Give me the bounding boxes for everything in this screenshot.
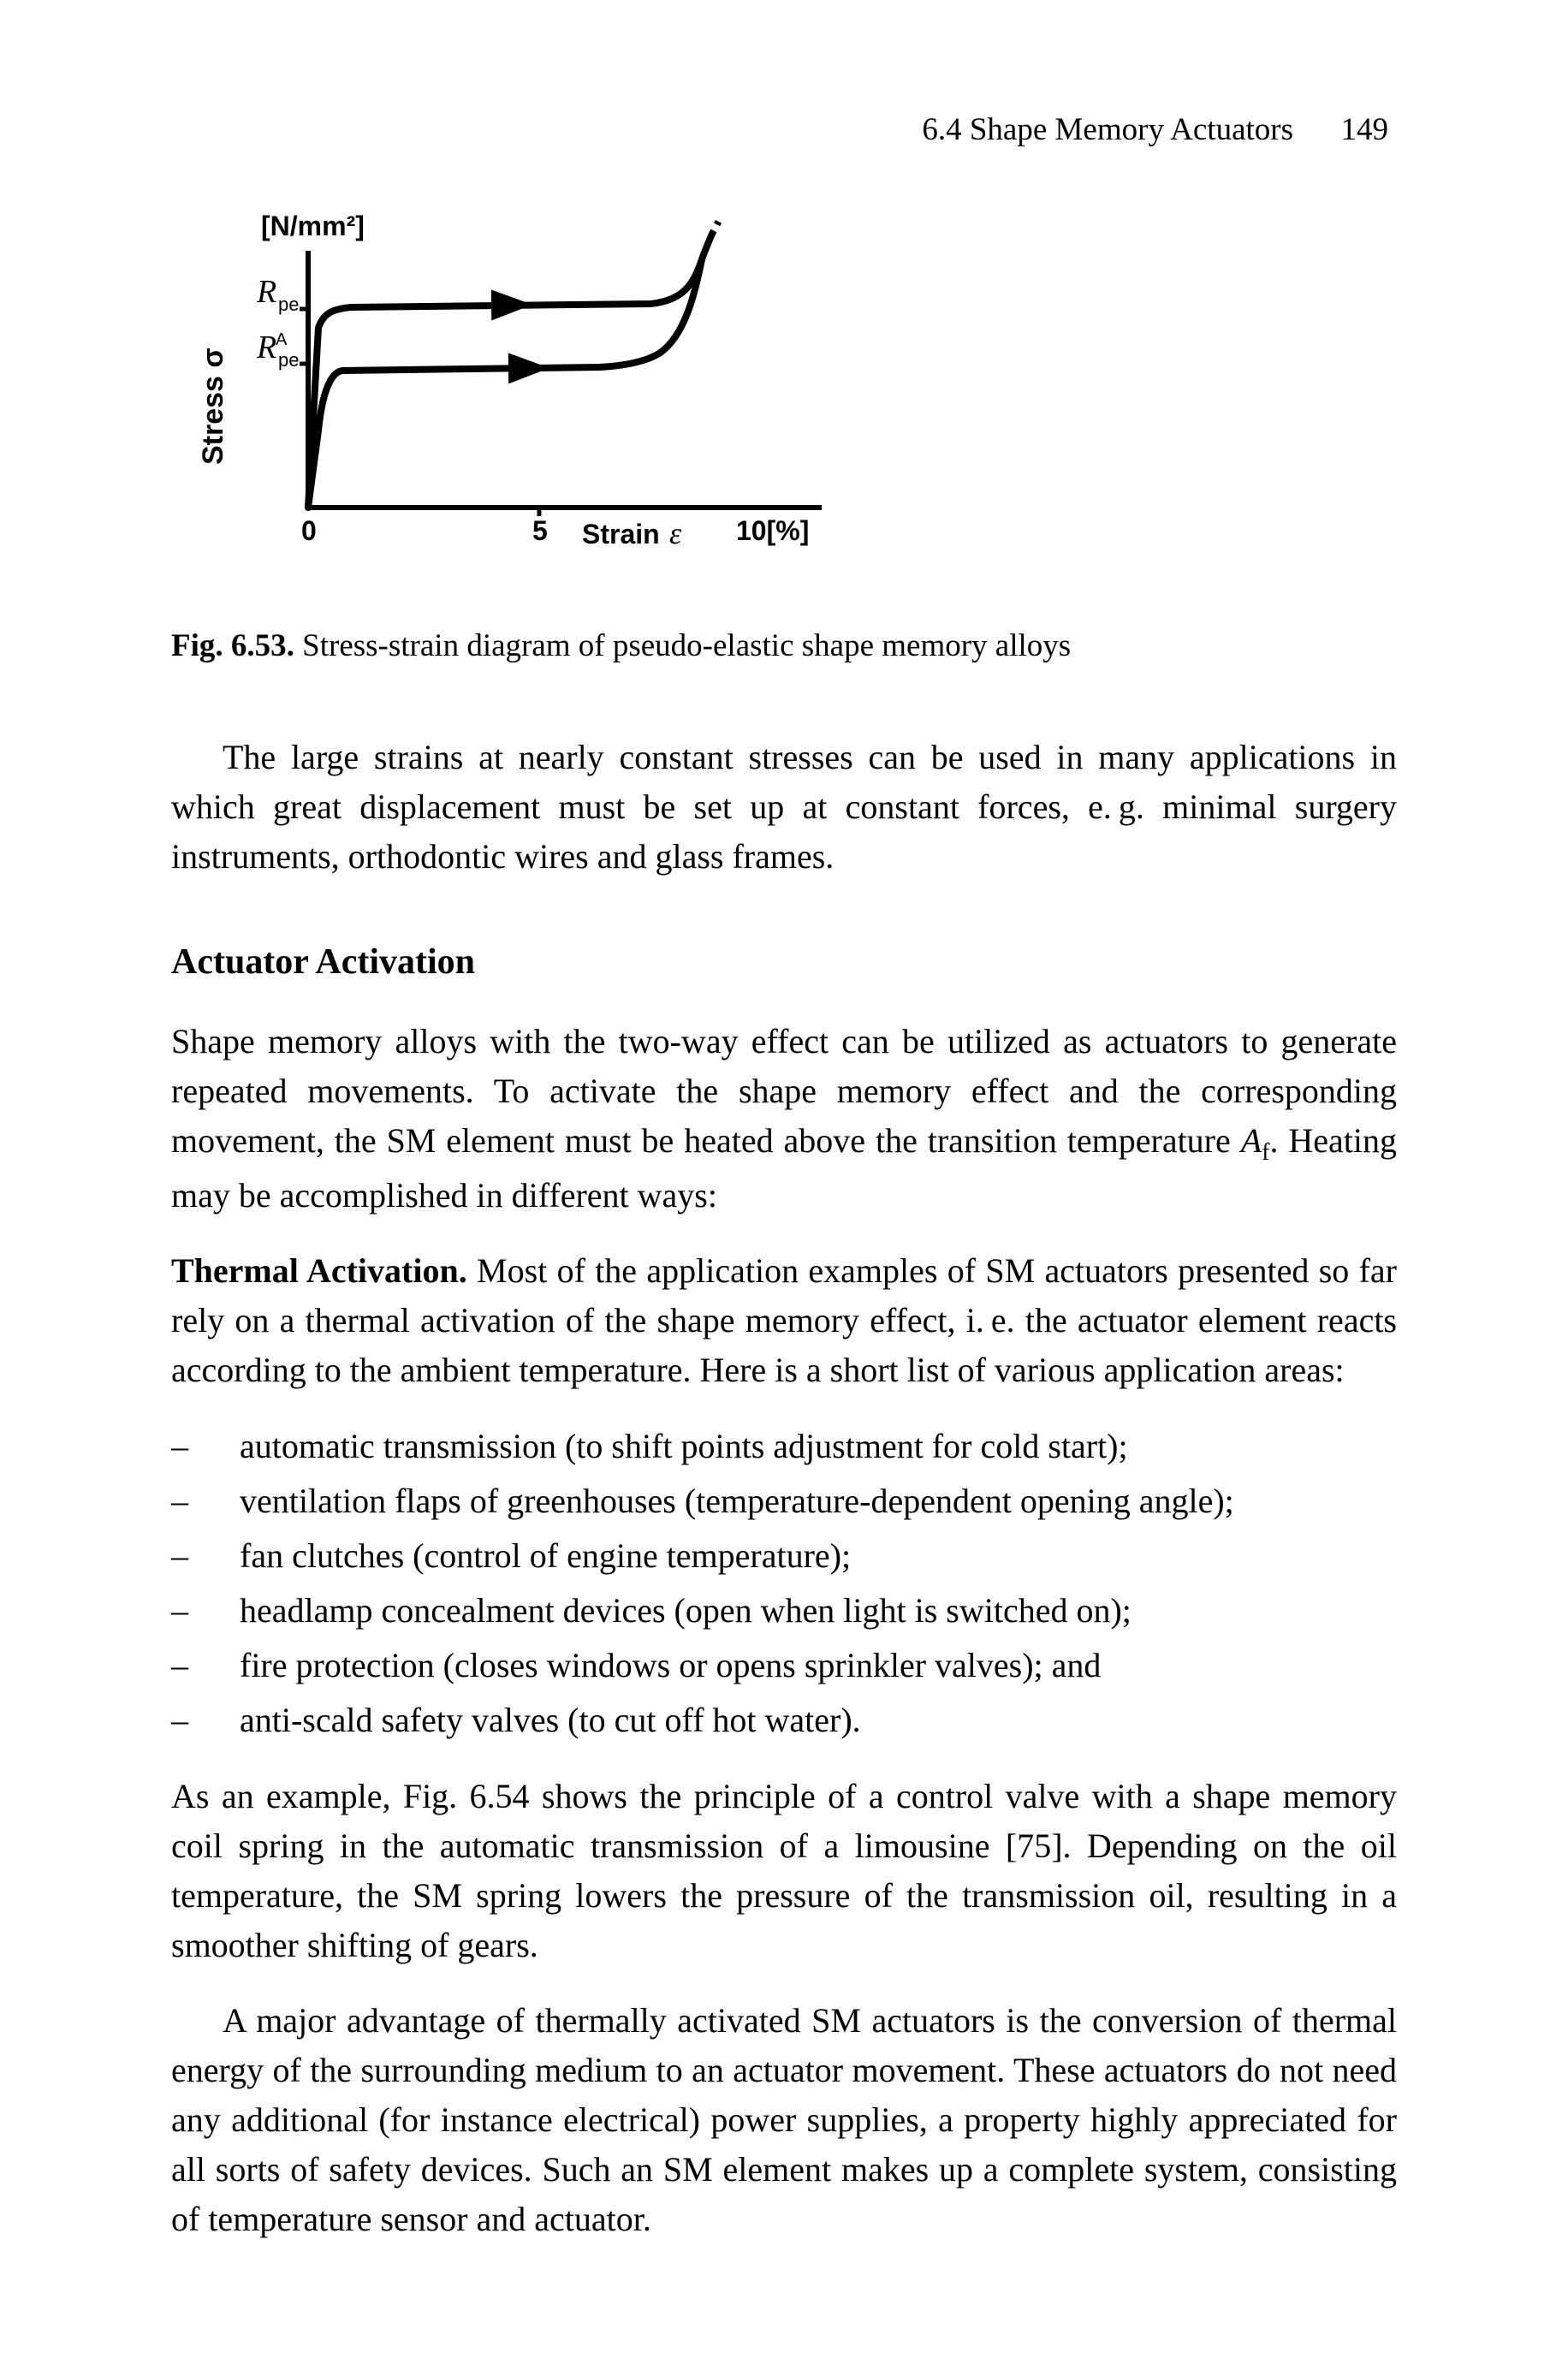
figure-6-53: [N/mm²] R pe R pe A Stress σ 0 5 Strain …	[171, 199, 1397, 664]
af-symbol: A	[1241, 1121, 1262, 1160]
page: 6.4 Shape Memory Actuators 149 [N/mm²] R…	[0, 0, 1568, 2376]
x-unit-label: 10[%]	[736, 515, 809, 546]
figure-caption: Fig. 6.53. Stress-strain diagram of pseu…	[171, 627, 1397, 664]
list-item: fan clutches (control of engine temperat…	[171, 1530, 1397, 1582]
activation-text-a: Shape memory alloys with the two-way eff…	[171, 1022, 1397, 1160]
loading-curve-tip	[712, 221, 719, 234]
unloading-arrow	[462, 368, 539, 369]
figure-caption-text: Stress-strain diagram of pseudo-elastic …	[302, 628, 1071, 663]
list-item: anti-scald safety valves (to cut off hot…	[171, 1695, 1397, 1746]
example-paragraph: As an example, Fig. 6.54 shows the princ…	[171, 1772, 1397, 1970]
thermal-paragraph: Thermal Activation. Most of the applicat…	[171, 1246, 1397, 1395]
y-tick-rpe-sub: pe	[278, 294, 299, 315]
header-page-number: 149	[1341, 112, 1389, 147]
header-section: 6.4 Shape Memory Actuators	[922, 112, 1293, 147]
y-tick-rpea-sub: pe	[278, 349, 299, 371]
list-item: fire protection (closes windows or opens…	[171, 1640, 1397, 1691]
list-item: ventilation flaps of greenhouses (temper…	[171, 1476, 1397, 1527]
section-heading: Actuator Activation	[171, 941, 1397, 983]
intro-paragraph: The large strains at nearly constant str…	[171, 733, 1397, 882]
thermal-heading: Thermal Activation.	[171, 1251, 467, 1290]
loading-arrow	[454, 305, 522, 306]
y-axis-label: Stress σ	[197, 347, 229, 465]
running-head: 6.4 Shape Memory Actuators 149	[171, 111, 1397, 148]
y-tick-rpea: R	[256, 330, 276, 365]
y-tick-rpea-sup: A	[276, 330, 288, 349]
figure-label: Fig. 6.53.	[171, 628, 294, 663]
x-tick-5-label: 5	[532, 515, 548, 546]
application-list: automatic transmission (to shift points …	[171, 1421, 1397, 1746]
y-tick-rpe: R	[256, 274, 276, 310]
y-unit-label: [N/mm²]	[261, 211, 365, 241]
x-tick-0: 0	[301, 515, 317, 546]
x-axis-epsilon: ε	[669, 516, 682, 550]
advantage-paragraph: A major advantage of thermally activated…	[171, 1996, 1397, 2244]
list-item: headlamp concealment devices (open when …	[171, 1585, 1397, 1636]
stress-strain-chart: [N/mm²] R pe R pe A Stress σ 0 5 Strain …	[171, 199, 873, 602]
activation-paragraph: Shape memory alloys with the two-way eff…	[171, 1017, 1397, 1221]
x-axis-label: Strain	[582, 519, 660, 549]
list-item: automatic transmission (to shift points …	[171, 1421, 1397, 1472]
unloading-curve	[308, 259, 702, 508]
